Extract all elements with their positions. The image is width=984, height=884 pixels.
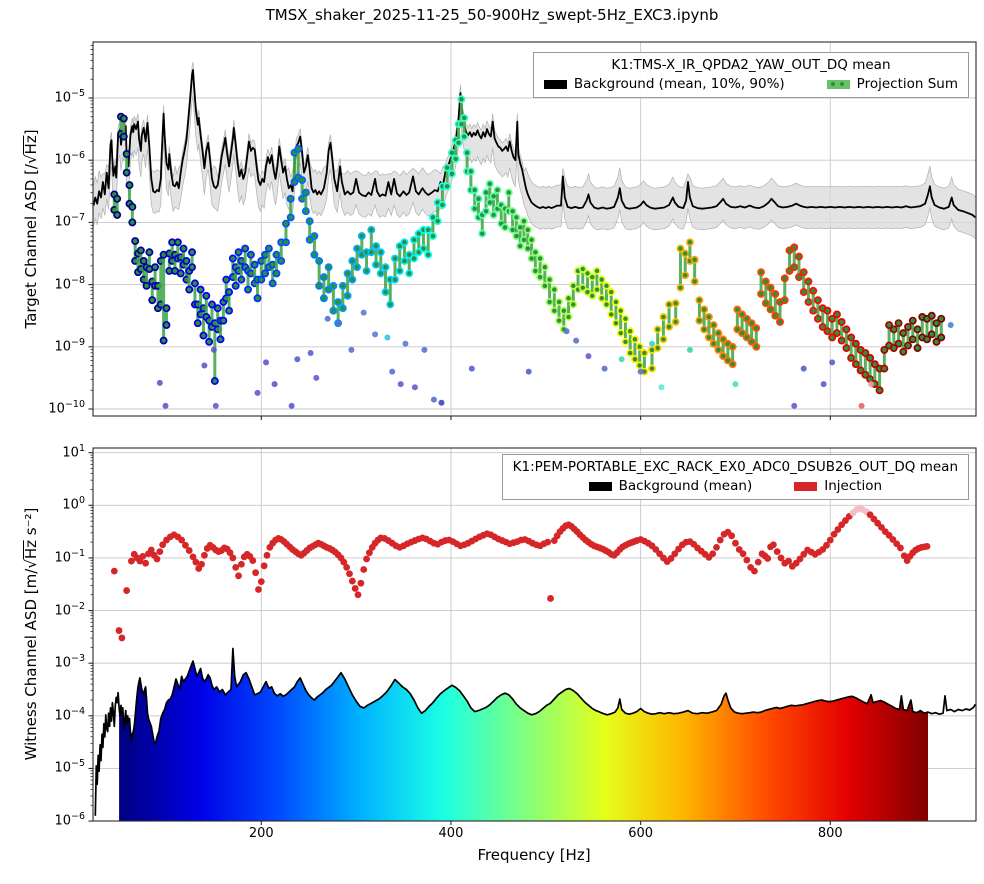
witness-legend-entry-background: Background (mean) — [588, 478, 753, 494]
witness-legend-background-label: Background (mean) — [618, 478, 753, 494]
background-mean-line — [92, 69, 976, 219]
witness-y-tick-10e0: 100 — [62, 495, 85, 513]
witness-y-tick-10e-1: 10−1 — [54, 547, 85, 566]
witness-legend: K1:PEM-PORTABLE_EXC_RACK_EX0_ADC0_DSUB26… — [501, 454, 969, 500]
target-y-label-post: ] — [22, 129, 40, 136]
witness-background-line — [94, 647, 977, 816]
target-y-tick-10e-8: 10−8 — [54, 274, 85, 292]
target-y-tick-10e-10: 10−10 — [48, 399, 85, 417]
target-axes — [93, 42, 976, 416]
target-legend-entry-background: Background (mean, 10%, 90%) — [543, 76, 785, 92]
background-mean-swatch-icon — [588, 481, 612, 491]
witness-y-tick-10e-3: 10−3 — [54, 653, 85, 671]
witness-y-tick-10e-4: 10−4 — [54, 705, 85, 724]
witness-y-tick-10e-6: 10−6 — [54, 811, 85, 829]
witness-legend-title: K1:PEM-PORTABLE_EXC_RACK_EX0_ADC0_DSUB26… — [512, 459, 958, 475]
target-frame — [88, 41, 977, 420]
projection-sum-swatch-icon — [826, 79, 850, 89]
target-y-tick-10e-5: 10−5 — [54, 88, 85, 106]
background-swatch-icon — [543, 79, 567, 89]
target-legend: K1:TMS-X_IR_QPDA2_YAW_OUT_DQ mean Backgr… — [532, 52, 969, 98]
target-legend-projection-label: Projection Sum — [856, 76, 958, 92]
witness-frame — [88, 447, 977, 825]
injection-swatch-icon — [794, 481, 818, 491]
projection-scatter-dots — [156, 309, 954, 409]
x-tick-400: 400 — [438, 826, 464, 841]
witness-legend-entry-injection: Injection — [794, 478, 882, 494]
witness-legend-injection-label: Injection — [824, 478, 883, 494]
witness-y-tick-10e1: 101 — [62, 442, 85, 460]
x-tick-800: 800 — [817, 826, 843, 841]
witness-y-tick-10e-2: 10−2 — [54, 600, 85, 618]
target-y-tick-10e-6: 10−6 — [54, 150, 85, 168]
target-y-tick-10e-7: 10−7 — [54, 212, 85, 230]
target-y-tick-10e-9: 10−9 — [54, 336, 85, 355]
figure-title: TMSX_shaker_2025-11-25_50-900Hz_swept-5H… — [265, 6, 719, 24]
target-legend-entry-projection: Projection Sum — [826, 76, 958, 92]
target-legend-background-label: Background (mean, 10%, 90%) — [573, 76, 785, 92]
target-legend-title: K1:TMS-X_IR_QPDA2_YAW_OUT_DQ mean — [611, 57, 891, 73]
target-y-label-pre: Target Channel ASD [/ — [22, 164, 40, 329]
injection-dots — [110, 505, 931, 642]
witness-rainbow-fill — [119, 648, 929, 821]
x-tick-600: 600 — [628, 826, 654, 841]
x-axis-label: Frequency [Hz] — [477, 846, 591, 864]
projection-sum-stems — [110, 95, 946, 395]
x-tick-200: 200 — [248, 826, 274, 841]
witness-y-tick-10e-5: 10−5 — [54, 758, 85, 776]
